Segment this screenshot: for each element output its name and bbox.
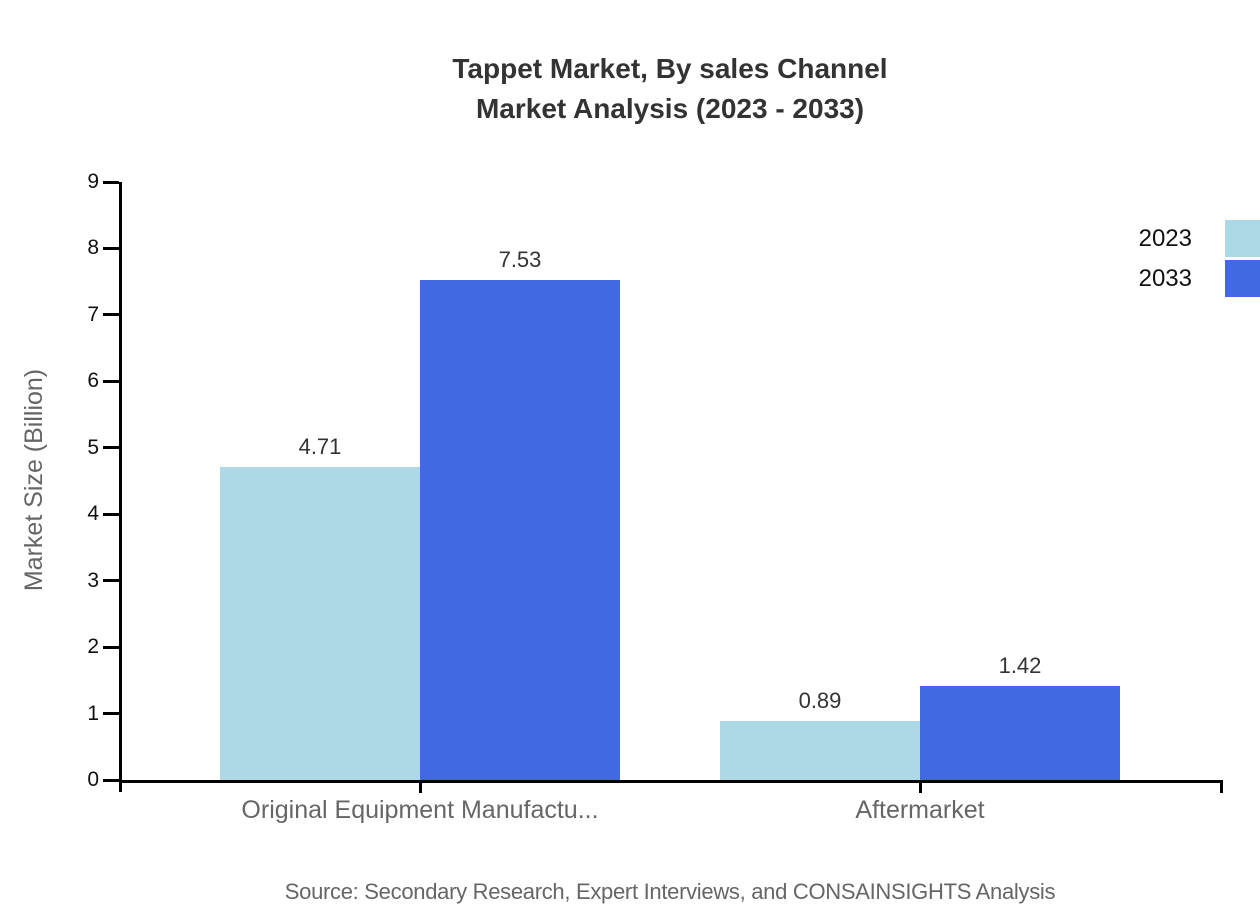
legend-label: 2023 (1138, 225, 1192, 252)
y-axis-tick-label: 2 (87, 635, 99, 659)
chart-title-line2: Market Analysis (2023 - 2033) (475, 93, 865, 124)
y-axis-tick-label: 6 (87, 369, 99, 393)
bar-2023 (720, 720, 920, 780)
y-axis-tick (103, 313, 119, 317)
bar-value-label: 4.71 (298, 434, 342, 460)
legend-swatch (1225, 220, 1260, 257)
y-axis-tick-label: 0 (87, 768, 99, 791)
x-axis-category-label: Original Equipment Manufactu... (241, 796, 599, 824)
legend-swatch (1225, 260, 1260, 297)
plot-area: 0 1 2 3 4 5 6 7 8 9 4.71 7.53 Original Equipment Man… (87, 170, 1223, 824)
source-note: Source: Secondary Research, Expert Inter… (284, 879, 1056, 904)
legend-item-2023: 2023 (1100, 220, 1260, 260)
bar-2023 (220, 467, 420, 780)
x-axis-line (119, 780, 1223, 783)
y-axis-title: Market Size (Billion) (20, 368, 48, 592)
x-axis-tick (418, 780, 422, 793)
bar-value-label: 1.42 (998, 652, 1042, 678)
x-axis-end-tick (1220, 780, 1223, 793)
y-axis-tick-label: 8 (87, 236, 99, 260)
x-axis-tick (918, 780, 922, 793)
y-axis-tick-label: 3 (87, 568, 99, 592)
legend-label: 2033 (1138, 265, 1192, 292)
bar-2033 (420, 279, 620, 780)
y-axis-tick-label: 9 (87, 170, 99, 193)
y-axis-tick (103, 379, 119, 383)
legend: 2023 2033 (1100, 220, 1260, 300)
y-axis-tick-label: 4 (87, 502, 99, 526)
y-axis-tick (103, 579, 119, 583)
y-axis-tick-label: 1 (87, 701, 99, 725)
y-axis-line (119, 182, 122, 792)
y-axis-tick (103, 446, 119, 450)
y-axis-tick-label: 7 (87, 302, 99, 326)
bar-2033 (920, 685, 1120, 780)
y-axis-tick (103, 778, 119, 782)
bar-value-label: 7.53 (498, 246, 542, 272)
y-axis-tick (103, 246, 119, 250)
chart-title-line1: Tappet Market, By sales Channel (452, 53, 888, 84)
y-axis-tick (103, 180, 119, 184)
y-axis-tick (103, 512, 119, 516)
chart-title: Tappet Market, By sales Channel Market A… (170, 49, 1170, 129)
y-axis-tick (103, 645, 119, 649)
legend-item-2033: 2033 (1100, 260, 1260, 300)
x-axis-category-label: Aftermarket (855, 796, 985, 824)
y-axis-tick-label: 5 (87, 435, 99, 459)
bar-value-label: 0.89 (798, 687, 842, 713)
y-axis-tick (103, 712, 119, 716)
